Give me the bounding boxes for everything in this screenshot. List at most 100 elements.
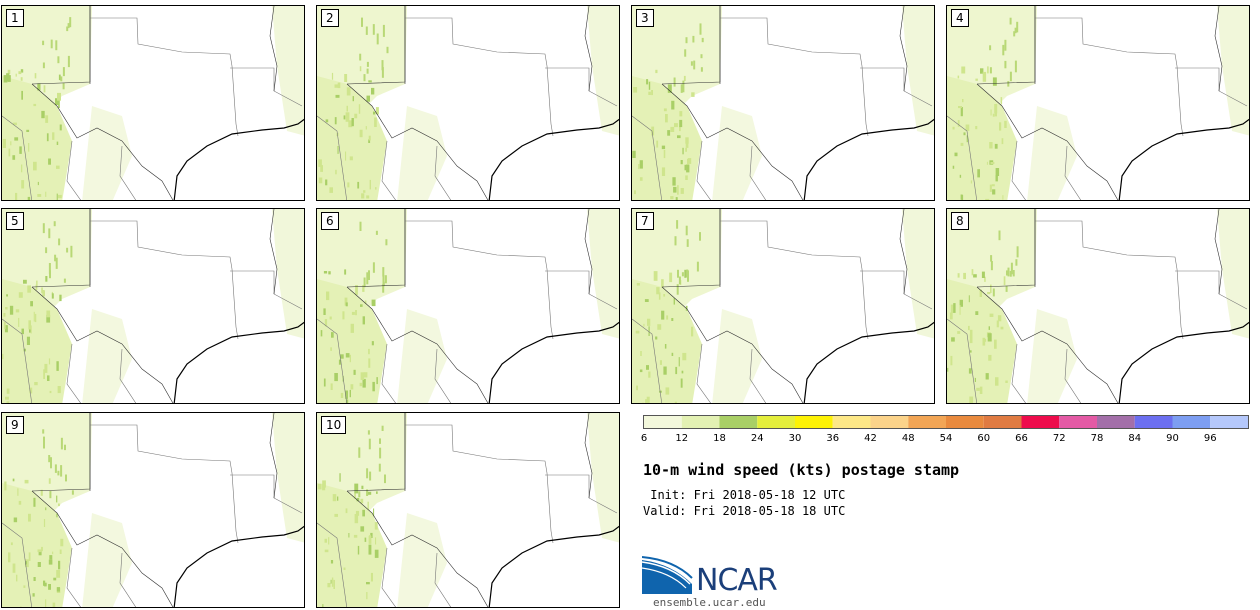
wind-speckle [664, 344, 667, 349]
wind-speckle [57, 56, 60, 64]
wind-speckle [43, 519, 46, 527]
wind-speckle [43, 85, 46, 93]
wind-speckle [363, 190, 366, 193]
wind-speckle [692, 35, 695, 43]
wind-speckle [979, 386, 983, 394]
wind-speckle [965, 124, 970, 131]
colorbar-tick-label: 90 [1166, 433, 1179, 444]
wind-speckle [677, 269, 679, 278]
wind-speckle [41, 290, 45, 294]
wind-speckle [648, 326, 650, 336]
wind-speckle [633, 87, 638, 93]
wind-speckle [30, 325, 32, 334]
colorbar-segment [983, 416, 1022, 428]
wind-speckle [982, 337, 986, 346]
wind-speckle [366, 195, 370, 199]
wind-speckle [46, 314, 51, 323]
wind-speckle [960, 194, 963, 200]
wind-speckle [951, 337, 955, 342]
colorbar-segment [757, 416, 795, 428]
wind-speckle [323, 308, 326, 315]
wind-speckle [969, 334, 973, 344]
wind-speckle [639, 369, 643, 373]
wind-speckle [18, 500, 22, 505]
member-label: 4 [951, 9, 969, 27]
wind-speckle [48, 358, 51, 365]
wind-speckle [379, 438, 381, 444]
wind-speckle [1004, 120, 1007, 128]
state-border [545, 67, 618, 107]
coastline [173, 321, 304, 403]
wind-speckle [970, 180, 973, 184]
wind-speckle [354, 493, 356, 499]
wind-speckle [58, 560, 61, 570]
member-label: 8 [951, 212, 969, 230]
wind-speckle [48, 158, 51, 165]
member-panel: 1 [1, 5, 305, 201]
wind-speckle [54, 254, 57, 262]
state-border [381, 547, 396, 607]
wind-speckle [674, 401, 677, 403]
wind-speckle [1000, 97, 1003, 105]
colorbar-tick-label: 60 [977, 433, 991, 444]
wind-speckle [671, 318, 674, 321]
wind-speckle [952, 165, 955, 169]
wind-speckle [335, 94, 340, 98]
wind-speckle [365, 26, 368, 35]
wind-shade-region [902, 209, 934, 339]
wind-speckle [677, 185, 679, 195]
wind-speckle [12, 155, 16, 160]
wind-speckle [989, 184, 992, 192]
wind-speckle [7, 69, 11, 74]
wind-speckle [653, 271, 658, 281]
member-panel: 10 [316, 412, 620, 608]
wind-speckle [343, 115, 346, 120]
state-border [90, 424, 233, 474]
wind-speckle [42, 223, 45, 234]
member-label: 6 [321, 212, 339, 230]
wind-speckle [990, 284, 992, 293]
wind-speckle [44, 363, 48, 373]
wind-speckle [374, 549, 379, 558]
wind-speckle [376, 491, 378, 494]
wind-speckle [988, 354, 992, 361]
init-time: Init: Fri 2018-05-18 12 UTC [643, 488, 846, 502]
wind-speckle [375, 107, 379, 115]
wind-speckle [376, 33, 379, 45]
wind-speckle [367, 501, 369, 510]
wind-speckle [20, 77, 23, 81]
wind-speckle [969, 396, 974, 403]
wind-speckle [958, 106, 962, 109]
wind-speckle [382, 267, 385, 277]
wind-speckle [45, 191, 47, 197]
wind-speckle [330, 579, 332, 584]
wind-speckle [360, 526, 365, 532]
colorbar-tick-label: 96 [1203, 433, 1217, 444]
wind-speckle [322, 604, 324, 607]
wind-speckle [648, 81, 651, 90]
wind-speckle [962, 99, 964, 103]
state-border [696, 343, 711, 403]
wind-speckle [51, 293, 54, 299]
wind-speckle [687, 158, 692, 164]
state-border [584, 209, 593, 295]
wind-speckle [52, 132, 55, 140]
wind-shade-region [1027, 309, 1077, 403]
wind-speckle [12, 563, 16, 573]
state-border [947, 318, 978, 403]
wind-speckle [675, 197, 678, 200]
wind-speckle [359, 66, 362, 72]
wind-speckle [973, 274, 977, 278]
colorbar-segment [795, 416, 833, 428]
wind-map [947, 6, 1249, 200]
wind-speckle [366, 272, 369, 285]
wind-speckle [15, 192, 18, 200]
wind-shade-region [82, 309, 132, 403]
wind-speckle [952, 126, 955, 130]
state-border [584, 6, 593, 92]
wind-speckle [369, 535, 371, 543]
wind-shade-region [272, 209, 304, 339]
wind-speckle [957, 331, 961, 334]
wind-speckle [1014, 27, 1017, 34]
wind-speckle [325, 119, 329, 123]
